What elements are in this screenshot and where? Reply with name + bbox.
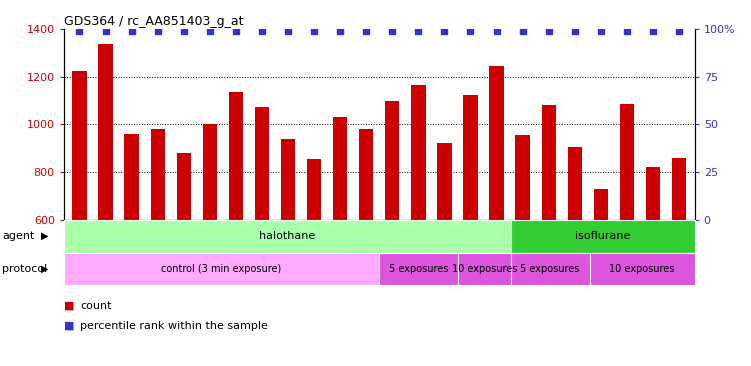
Bar [568,147,582,362]
Text: ▶: ▶ [41,231,49,241]
Text: 5 exposures: 5 exposures [389,264,448,274]
Bar [590,253,695,285]
Bar [511,220,695,253]
Bar [98,44,113,362]
Text: GDS364 / rc_AA851403_g_at: GDS364 / rc_AA851403_g_at [64,15,243,28]
Text: halothane: halothane [259,231,315,241]
Bar [490,66,504,362]
Text: percentile rank within the sample: percentile rank within the sample [80,321,268,331]
Bar [150,129,165,362]
Bar [64,253,379,285]
Bar [359,129,373,362]
Bar [412,85,426,362]
Text: ■: ■ [64,321,74,331]
Bar [458,253,511,285]
Bar [333,117,347,362]
Bar [125,134,139,362]
Bar [515,135,529,362]
Text: 5 exposures: 5 exposures [520,264,580,274]
Bar [463,95,478,362]
Text: count: count [80,300,112,311]
Text: control (3 min exposure): control (3 min exposure) [161,264,282,274]
Bar [229,92,243,362]
Bar [64,220,511,253]
Bar [620,104,634,362]
Text: agent: agent [2,231,35,241]
Bar [672,158,686,362]
Bar [593,188,608,362]
Bar [379,253,458,285]
Text: ■: ■ [64,300,74,311]
Text: ▶: ▶ [41,264,49,274]
Bar [437,143,451,362]
Bar [646,167,660,362]
Bar [176,153,191,362]
Bar [307,159,321,362]
Bar [511,253,590,285]
Text: isoflurane: isoflurane [575,231,630,241]
Text: 10 exposures: 10 exposures [451,264,517,274]
Text: 10 exposures: 10 exposures [609,264,675,274]
Bar [281,139,295,362]
Bar [72,71,86,362]
Bar [385,101,400,362]
Bar [255,107,269,362]
Bar [541,105,556,362]
Bar [203,124,217,362]
Text: protocol: protocol [2,264,47,274]
